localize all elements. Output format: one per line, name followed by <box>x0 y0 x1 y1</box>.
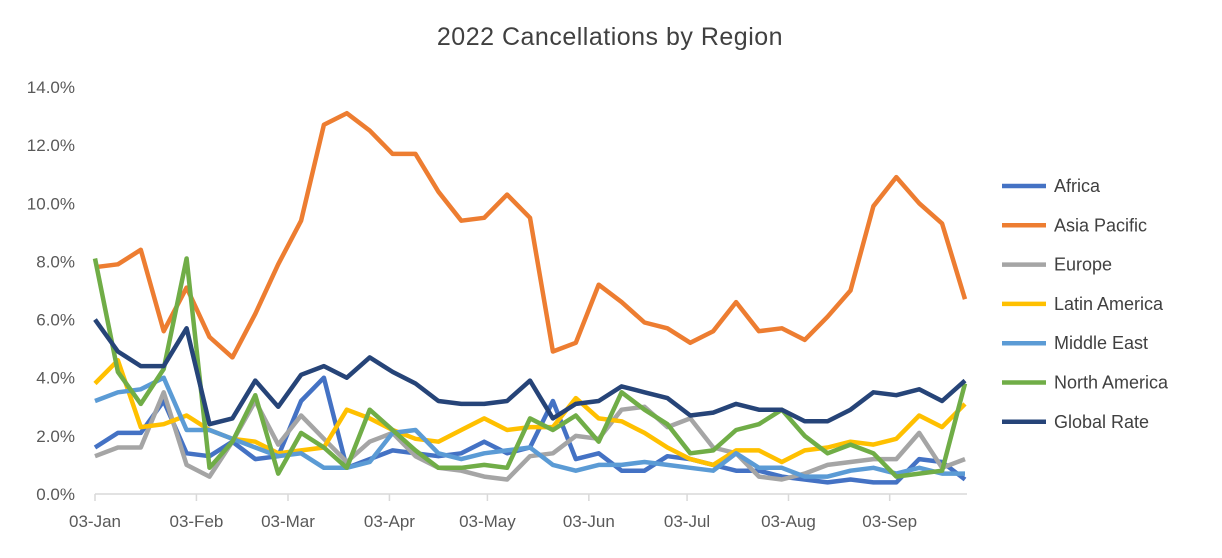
x-tick-label: 03-Jul <box>664 512 710 531</box>
series-line-north-america <box>92 256 968 479</box>
x-tick-label: 03-Apr <box>364 512 415 531</box>
y-tick-label: 2.0% <box>36 427 75 446</box>
legend-label: Europe <box>1054 255 1112 275</box>
y-tick-label: 8.0% <box>36 252 75 271</box>
y-tick-label: 10.0% <box>27 194 75 213</box>
x-tick-label: 03-Aug <box>761 512 816 531</box>
y-tick-label: 0.0% <box>36 485 75 504</box>
y-tick-label: 12.0% <box>27 136 75 155</box>
x-tick-label: 03-Mar <box>261 512 315 531</box>
legend-label: Global Rate <box>1054 412 1149 432</box>
legend-item: Middle East <box>1002 333 1148 353</box>
legend-label: Middle East <box>1054 333 1148 353</box>
series-lines <box>92 110 968 485</box>
series-line-global-rate <box>93 318 967 427</box>
y-axis: 0.0% 2.0% 4.0% 6.0% 8.0% 10.0% 12.0% 14.0% <box>27 78 75 504</box>
y-tick-label: 4.0% <box>36 369 75 388</box>
series-line-asia-pacific <box>94 110 968 360</box>
chart-title: 2022 Cancellations by Region <box>437 23 783 51</box>
legend: Africa Asia Pacific Europe Latin America Mid… <box>1002 176 1169 432</box>
y-tick-label: 6.0% <box>36 311 75 330</box>
legend-label: Asia Pacific <box>1054 215 1147 235</box>
y-tick-label: 14.0% <box>27 78 75 97</box>
legend-item: Europe <box>1002 255 1112 275</box>
series-line-africa <box>93 375 967 485</box>
x-tick-label: 03-Jan <box>69 512 121 531</box>
x-tick-label: 03-Sep <box>862 512 917 531</box>
x-tick-label: 03-Jun <box>563 512 615 531</box>
series-line-middle-east <box>94 375 965 479</box>
legend-label: Africa <box>1054 176 1101 196</box>
x-axis: 03-Jan 03-Feb 03-Mar 03-Apr 03-May 03-Jun 03-J… <box>69 494 917 531</box>
legend-item: North America <box>1002 373 1169 393</box>
legend-item: Africa <box>1002 176 1101 196</box>
legend-label: Latin America <box>1054 294 1164 314</box>
legend-label: North America <box>1054 373 1169 393</box>
legend-item: Asia Pacific <box>1002 215 1147 235</box>
x-tick-label: 03-May <box>459 512 516 531</box>
legend-item: Global Rate <box>1002 412 1149 432</box>
x-tick-label: 03-Feb <box>169 512 223 531</box>
legend-item: Latin America <box>1002 294 1164 314</box>
